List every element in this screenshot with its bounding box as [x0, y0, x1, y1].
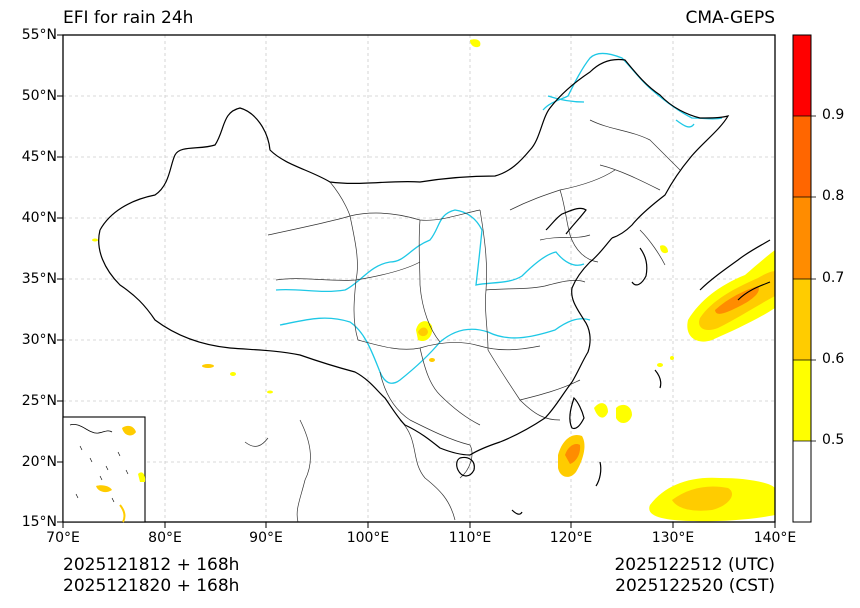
init-time-utc: 2025121812 + 168h [63, 555, 240, 575]
lat-label: 35°N [21, 271, 57, 287]
rivers [275, 52, 723, 384]
lat-label: 25°N [21, 393, 57, 409]
colorbar-tick-label: 0.6 [822, 351, 845, 367]
colorbar-tick-label: 0.7 [822, 270, 845, 286]
lon-label: 110°E [448, 530, 492, 546]
colorbar-tick-label: 0.8 [822, 188, 845, 204]
lon-label: 90°E [249, 530, 283, 546]
efi-shading [92, 39, 775, 522]
lat-label: 45°N [21, 149, 57, 165]
country-borders [98, 58, 771, 515]
colorbar-band-0.9 [793, 35, 811, 116]
map-area [63, 35, 775, 522]
colorbar-band-0.5 [793, 360, 811, 441]
lat-label: 40°N [21, 210, 57, 226]
colorbar-band-0.6 [793, 279, 811, 360]
lat-label: 15°N [21, 514, 57, 530]
colorbar-tick-label: 0.9 [822, 107, 845, 123]
lon-label: 100°E [346, 530, 390, 546]
colorbar [792, 34, 816, 523]
colorbar-band-0.4 [793, 441, 811, 522]
valid-time-cst: 2025122520 (CST) [615, 576, 775, 596]
colorbar-band-0.8 [793, 116, 811, 197]
lat-label: 20°N [21, 454, 57, 470]
lat-label: 50°N [21, 88, 57, 104]
axis-ticks [57, 34, 776, 528]
lon-label: 80°E [148, 530, 182, 546]
model-name: CMA-GEPS [685, 8, 775, 28]
lon-label: 120°E [549, 530, 593, 546]
lon-label: 130°E [651, 530, 695, 546]
lon-label: 70°E [46, 530, 80, 546]
colorbar-band-0.7 [793, 197, 811, 279]
init-time-cst: 2025121820 + 168h [63, 576, 240, 596]
lat-label: 55°N [21, 27, 57, 43]
lat-label: 30°N [21, 332, 57, 348]
south-china-sea-inset [62, 416, 146, 523]
lon-label: 140°E [753, 530, 797, 546]
colorbar-tick-label: 0.5 [822, 432, 845, 448]
chart-title: EFI for rain 24h [63, 8, 194, 28]
valid-time-utc: 2025122512 (UTC) [614, 555, 775, 575]
